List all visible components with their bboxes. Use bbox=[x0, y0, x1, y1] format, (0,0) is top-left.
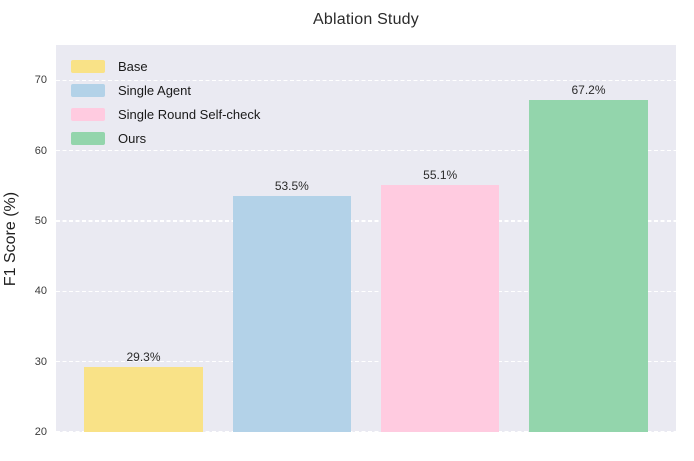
bar-ours bbox=[529, 99, 648, 432]
legend-swatch-single-round-self-check bbox=[71, 107, 105, 121]
y-tick-label-50: 50 bbox=[34, 214, 47, 227]
y-tick-label-60: 60 bbox=[34, 144, 47, 157]
legend-swatch-single-agent bbox=[71, 83, 105, 97]
bar-single-agent bbox=[232, 196, 352, 432]
legend-label-base: Base bbox=[118, 58, 148, 74]
gridline-20 bbox=[56, 431, 676, 433]
legend-label-single-round-self-check: Single Round Self-check bbox=[118, 106, 261, 122]
bar-value-label-ours: 67.2% bbox=[571, 82, 606, 97]
legend-swatch-base bbox=[71, 59, 105, 73]
legend-row-single-round-self-check: Single Round Self-check bbox=[71, 102, 260, 126]
y-tick-label-40: 40 bbox=[34, 285, 47, 298]
legend-row-ours: Ours bbox=[71, 126, 260, 150]
plot-area: Base Single Agent Single Round Self-check O… bbox=[56, 45, 676, 433]
bar-value-label-single-round-self-check: 55.1% bbox=[423, 168, 458, 183]
gridline-30 bbox=[56, 360, 676, 363]
y-tick-label-20: 20 bbox=[34, 426, 47, 438]
chart-title: Ablation Study bbox=[313, 11, 419, 28]
legend-label-single-agent: Single Agent bbox=[118, 82, 192, 98]
bar-value-label-base: 29.3% bbox=[126, 349, 161, 364]
bar-base bbox=[84, 366, 203, 432]
legend-label-ours: Ours bbox=[118, 130, 147, 146]
bar-single-round-self-check bbox=[380, 185, 500, 432]
legend-swatch-ours bbox=[71, 131, 105, 145]
gridline-40 bbox=[56, 290, 676, 292]
gridline-50 bbox=[56, 220, 676, 222]
bar-value-label-single-agent: 53.5% bbox=[274, 179, 309, 194]
y-tick-label-30: 30 bbox=[34, 355, 47, 368]
legend-row-base: Base bbox=[71, 54, 260, 78]
y-tick-label-70: 70 bbox=[34, 74, 47, 87]
legend: Base Single Agent Single Round Self-check O… bbox=[71, 54, 260, 150]
gridline-70 bbox=[56, 79, 676, 81]
legend-row-single-agent: Single Agent bbox=[71, 78, 260, 102]
gridline-60 bbox=[56, 149, 676, 152]
